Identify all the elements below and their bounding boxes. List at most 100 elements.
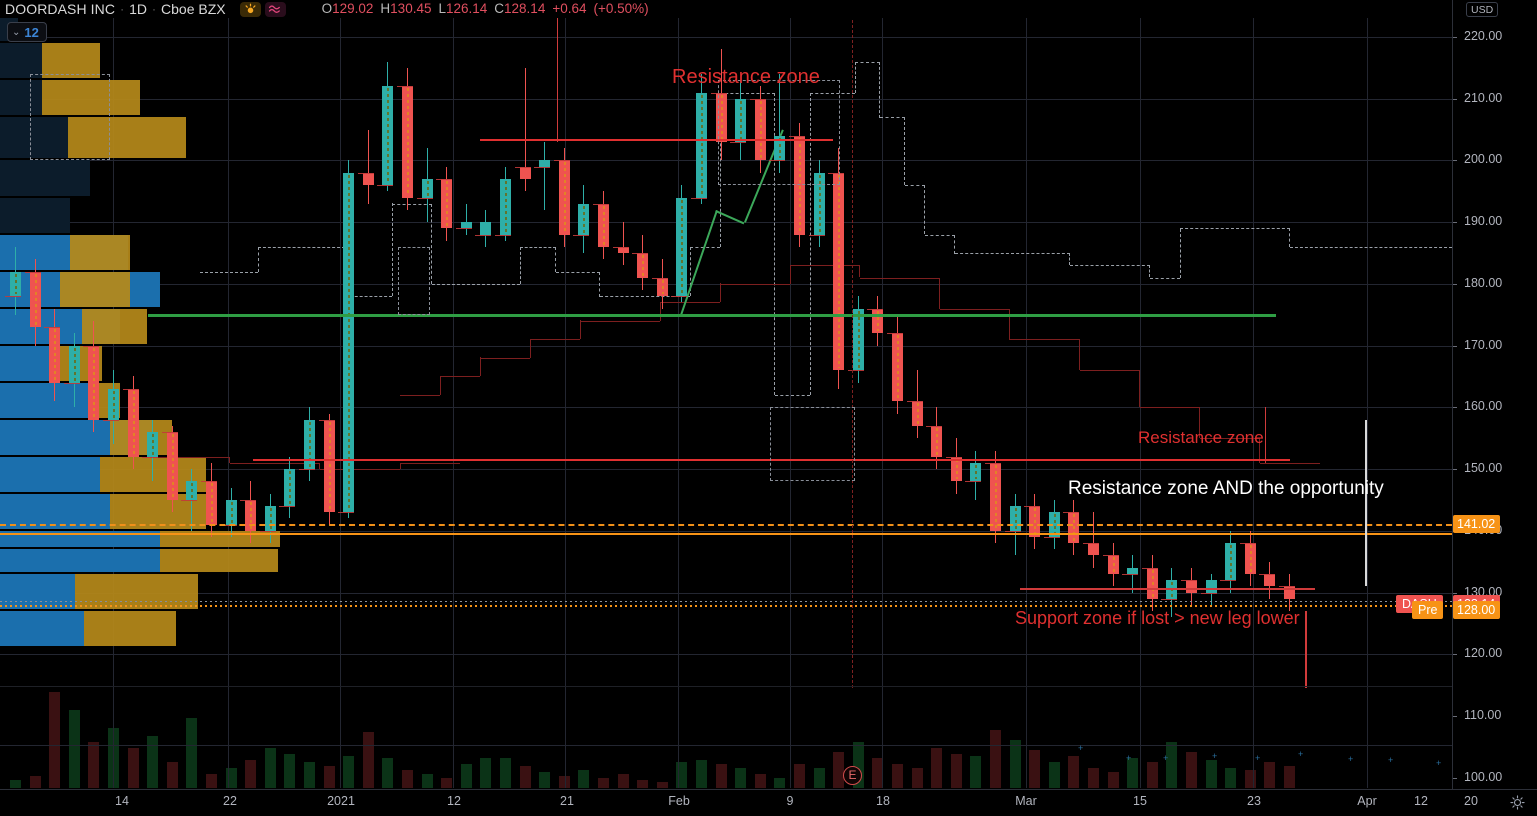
volume-bar	[1205, 760, 1217, 788]
volume-bar	[402, 770, 413, 788]
currency-badge[interactable]: USD	[1466, 2, 1499, 17]
volume-profile-bar	[0, 43, 42, 79]
horizontal-level-line[interactable]	[148, 313, 1276, 317]
candle-level-tick	[1004, 530, 1021, 532]
grid-line-vertical	[565, 688, 566, 788]
volume-signal-marker: +	[1078, 743, 1084, 753]
time-axis-label: 18	[876, 794, 890, 808]
candle-body[interactable]	[362, 172, 374, 186]
price-axis-pre-market-price[interactable]: 128.00	[1453, 601, 1501, 620]
candle-body[interactable]	[460, 222, 472, 229]
candle-body[interactable]	[1088, 543, 1099, 556]
price-axis-value-area-high[interactable]: 141.02	[1453, 515, 1501, 534]
resistance-zone-mid[interactable]: Resistance zone	[1138, 428, 1264, 447]
chart-settings-icon[interactable]	[1510, 795, 1525, 810]
volume-profile-value-area-bar	[60, 271, 130, 307]
vertical-marker-line[interactable]	[557, 18, 559, 142]
resistance-opportunity[interactable]: Resistance zone AND the opportunity	[1068, 478, 1384, 499]
volume-bar	[637, 780, 649, 788]
drawing-box[interactable]	[30, 74, 110, 161]
drawing-box[interactable]	[718, 80, 840, 186]
price-pane[interactable]: Resistance zone Resistance zone Resistance…	[0, 18, 1452, 688]
candle-body[interactable]	[1127, 567, 1139, 574]
horizontal-level-line[interactable]	[0, 533, 1452, 536]
vertical-marker-line[interactable]	[852, 18, 853, 688]
drawing-box[interactable]	[770, 407, 855, 482]
candle-level-tick	[495, 234, 511, 236]
candle-body[interactable]	[1205, 580, 1217, 593]
grid-line-vertical	[790, 688, 791, 788]
vertical-marker-line[interactable]	[1265, 407, 1267, 463]
candle-body[interactable]	[617, 246, 629, 254]
candle-wick	[622, 222, 624, 266]
candle-wick	[465, 203, 467, 235]
indicator-segment	[480, 357, 530, 359]
candle-overlay-dots	[720, 94, 723, 140]
time-axis-label: 12	[447, 794, 461, 808]
candle-overlay-dots	[877, 310, 880, 332]
volume-bar	[127, 748, 139, 788]
pane-separator[interactable]	[0, 686, 1452, 687]
candle-overlay-dots	[642, 255, 645, 276]
vertical-marker-line[interactable]	[1305, 611, 1307, 688]
candle-body[interactable]	[1186, 580, 1197, 593]
drawing-box[interactable]	[398, 246, 430, 315]
open-value: 129.02	[332, 1, 374, 16]
candle-overlay-dots	[897, 335, 899, 400]
indicator-legend[interactable]: ⌄ 12	[7, 22, 47, 42]
exchange-label[interactable]: Cboe BZX	[161, 1, 226, 17]
candle-level-tick	[201, 481, 217, 483]
resistance-zone-top[interactable]: Resistance zone	[672, 66, 820, 88]
indicator-segment	[720, 92, 775, 94]
volume-bar	[343, 756, 355, 788]
price-axis-label: 200.00	[1464, 152, 1503, 167]
wave-icon[interactable]	[264, 1, 286, 17]
candle-overlay-dots	[387, 88, 390, 184]
earnings-marker[interactable]: E	[843, 766, 862, 785]
pre-market-price-line[interactable]	[0, 604, 1452, 607]
candle-overlay-dots	[838, 174, 841, 369]
candle-body[interactable]	[480, 222, 492, 235]
volume-bar	[1244, 770, 1256, 788]
resolution-label[interactable]: 1D	[129, 1, 148, 17]
price-axis-tick	[1452, 283, 1457, 285]
indicator-segment	[1149, 265, 1150, 278]
price-axis-tick	[1452, 654, 1457, 656]
candle-level-tick	[847, 370, 864, 372]
price-axis-label: 220.00	[1464, 29, 1503, 44]
volume-bar	[421, 774, 433, 788]
last-price-line[interactable]	[0, 601, 1452, 603]
horizontal-level-line[interactable]	[253, 459, 880, 462]
candle-level-tick	[240, 499, 257, 501]
vertical-marker-line[interactable]	[1365, 419, 1367, 587]
price-axis[interactable]: USD 220.00 210.00 200.00 190.00 180.00 170.00…	[1452, 0, 1537, 790]
price-axis-label: 170.00	[1464, 337, 1503, 352]
candle-overlay-dots	[505, 180, 507, 233]
candle-level-tick	[436, 178, 453, 180]
volume-bar	[1048, 762, 1060, 788]
sun-icon[interactable]	[239, 1, 261, 17]
grid-line-vertical	[565, 18, 566, 688]
price-tag-pre[interactable]: Pre	[1412, 601, 1444, 620]
horizontal-level-line[interactable]	[0, 524, 1452, 527]
horizontal-level-line[interactable]	[480, 138, 833, 141]
symbol-title[interactable]: DOORDASH INC	[5, 1, 116, 17]
time-axis-label: Apr	[1357, 794, 1377, 808]
candle-body[interactable]	[1264, 573, 1276, 587]
candle-body[interactable]	[519, 166, 531, 179]
indicator-segment	[859, 265, 860, 278]
horizontal-level-line[interactable]	[880, 459, 1290, 462]
time-axis[interactable]: 14 22 2021 12 21 Feb 9 18 Mar 15 23 Apr 12 20	[0, 790, 1537, 816]
volume-pane[interactable]: + + + + + + + + +	[0, 688, 1452, 788]
candle-wick	[779, 74, 781, 173]
support-zone[interactable]: Support zone if lost > new leg lower	[1015, 608, 1300, 628]
candle-body[interactable]	[539, 160, 551, 167]
horizontal-level-line[interactable]	[1020, 587, 1315, 590]
indicator-segment	[720, 283, 790, 285]
candle-body[interactable]	[1284, 586, 1295, 599]
chevron-down-icon[interactable]: ⌄	[12, 26, 21, 38]
time-axis-label: 21	[560, 794, 574, 808]
indicator-segment	[955, 253, 1070, 255]
indicator-segment	[954, 234, 955, 254]
price-axis-label: 180.00	[1464, 275, 1503, 290]
